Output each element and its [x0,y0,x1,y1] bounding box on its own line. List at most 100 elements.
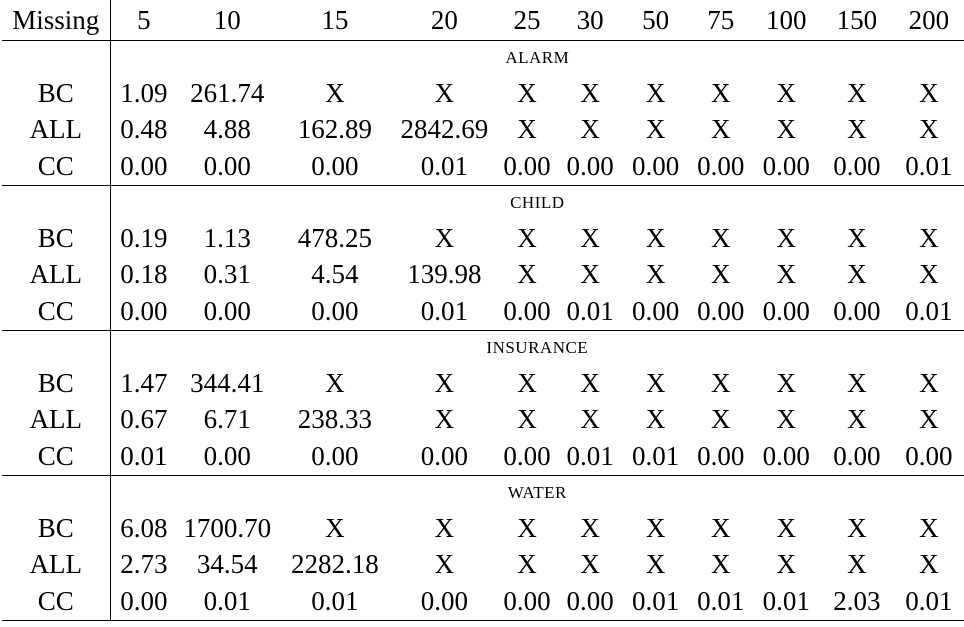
value-cell: 261.74 [190,78,265,108]
section-title: INSURANCE [486,338,589,357]
value-cell: X [434,513,455,543]
value-cell: X [776,404,797,434]
table-row: CC 0.00 0.00 0.00 0.01 0.00 0.01 0.00 0.00 0.00 0.… [2,292,964,331]
value-cell: 2282.18 [290,549,379,579]
value-cell: X [919,78,939,108]
value-cell: X [517,368,537,398]
value-cell: 0.00 [819,437,894,476]
value-cell: 0.00 [688,292,753,331]
value-cell: X [580,368,600,398]
method-label: BC [2,365,111,401]
table-row: CC 0.00 0.01 0.01 0.00 0.00 0.00 0.01 0.01 0.01 2.… [2,582,964,621]
method-label: ALL [2,256,111,292]
section-spacer [2,475,111,510]
column-header-20: 20 [392,0,497,41]
value-cell: 0.00 [110,582,178,621]
column-header-150: 150 [819,0,894,41]
value-cell: 0.00 [177,437,278,476]
value-cell: 0.01 [688,582,753,621]
column-header-200: 200 [893,0,964,41]
value-cell: 0.01 [893,582,964,621]
value-cell: 0.01 [110,437,178,476]
table-row: BC 1.09 261.74 X X X X X X X X X [2,75,964,111]
value-cell: X [847,513,867,543]
value-cell: 0.00 [557,582,623,621]
value-cell: X [645,114,666,144]
value-cell: 0.19 [120,223,168,253]
value-cell: X [434,78,455,108]
value-cell: 1700.70 [183,513,272,543]
value-cell: X [580,78,600,108]
value-cell: X [434,223,455,253]
value-cell: X [517,78,537,108]
value-cell: 0.18 [120,259,168,289]
value-cell: 0.00 [277,147,393,186]
value-cell: X [710,404,731,434]
value-cell: 0.01 [893,147,964,186]
value-cell: X [580,549,600,579]
value-cell: 0.00 [688,437,753,476]
value-cell: X [580,223,600,253]
value-cell: X [710,114,731,144]
section-spacer [2,330,111,365]
value-cell: 0.01 [177,582,278,621]
value-cell: X [325,513,345,543]
section-title: ALARM [505,48,570,67]
value-cell: 0.00 [622,147,689,186]
value-cell: X [847,404,867,434]
value-cell: 0.00 [819,292,894,331]
value-cell: 0.00 [752,292,820,331]
value-cell: X [325,78,345,108]
method-label: ALL [2,546,111,582]
value-cell: 478.25 [297,223,372,253]
value-cell: X [919,223,939,253]
table-row: ALL 2.73 34.54 2282.18 X X X X X X X X [2,546,964,582]
value-cell: X [580,114,600,144]
value-cell: X [434,549,455,579]
value-cell: X [645,404,666,434]
method-label: BC [2,220,111,256]
method-label: ALL [2,111,111,147]
table-row: CC 0.01 0.00 0.00 0.00 0.00 0.01 0.01 0.00 0.00 0.… [2,437,964,476]
value-cell: 0.31 [203,259,251,289]
value-cell: X [645,368,666,398]
value-cell: X [710,368,731,398]
method-label: CC [2,582,111,621]
value-cell: X [776,513,797,543]
value-cell: X [847,223,867,253]
value-cell: 139.98 [407,259,482,289]
value-cell: 0.00 [496,147,558,186]
value-cell: X [919,259,939,289]
section-title: WATER [507,483,567,502]
value-cell: 0.01 [622,582,689,621]
value-cell: 0.01 [622,437,689,476]
table-row: ALL 0.48 4.88 162.89 2842.69 X X X X X X X [2,111,964,147]
value-cell: 0.67 [120,404,168,434]
section-spacer [2,40,111,75]
value-cell: X [847,549,867,579]
value-cell: X [645,223,666,253]
column-header-50: 50 [622,0,689,41]
value-cell: X [847,368,867,398]
value-cell: X [517,114,537,144]
value-cell: X [919,368,939,398]
value-cell: 0.01 [893,292,964,331]
value-cell: 1.13 [203,223,251,253]
section-row-water: WATER [2,475,964,510]
value-cell: 0.00 [177,292,278,331]
section-row-child: CHILD [2,185,964,220]
value-cell: 0.00 [177,147,278,186]
value-cell: 0.01 [277,582,393,621]
section-row-insurance: INSURANCE [2,330,964,365]
section-row-alarm: ALARM [2,40,964,75]
value-cell: 0.00 [110,292,178,331]
value-cell: X [645,513,666,543]
value-cell: X [776,368,797,398]
value-cell: X [517,404,537,434]
value-cell: 0.00 [277,437,393,476]
value-cell: X [710,549,731,579]
table-row: BC 0.19 1.13 478.25 X X X X X X X X [2,220,964,256]
value-cell: X [847,78,867,108]
table-row: BC 6.08 1700.70 X X X X X X X X X [2,510,964,546]
value-cell: 0.00 [622,292,689,331]
